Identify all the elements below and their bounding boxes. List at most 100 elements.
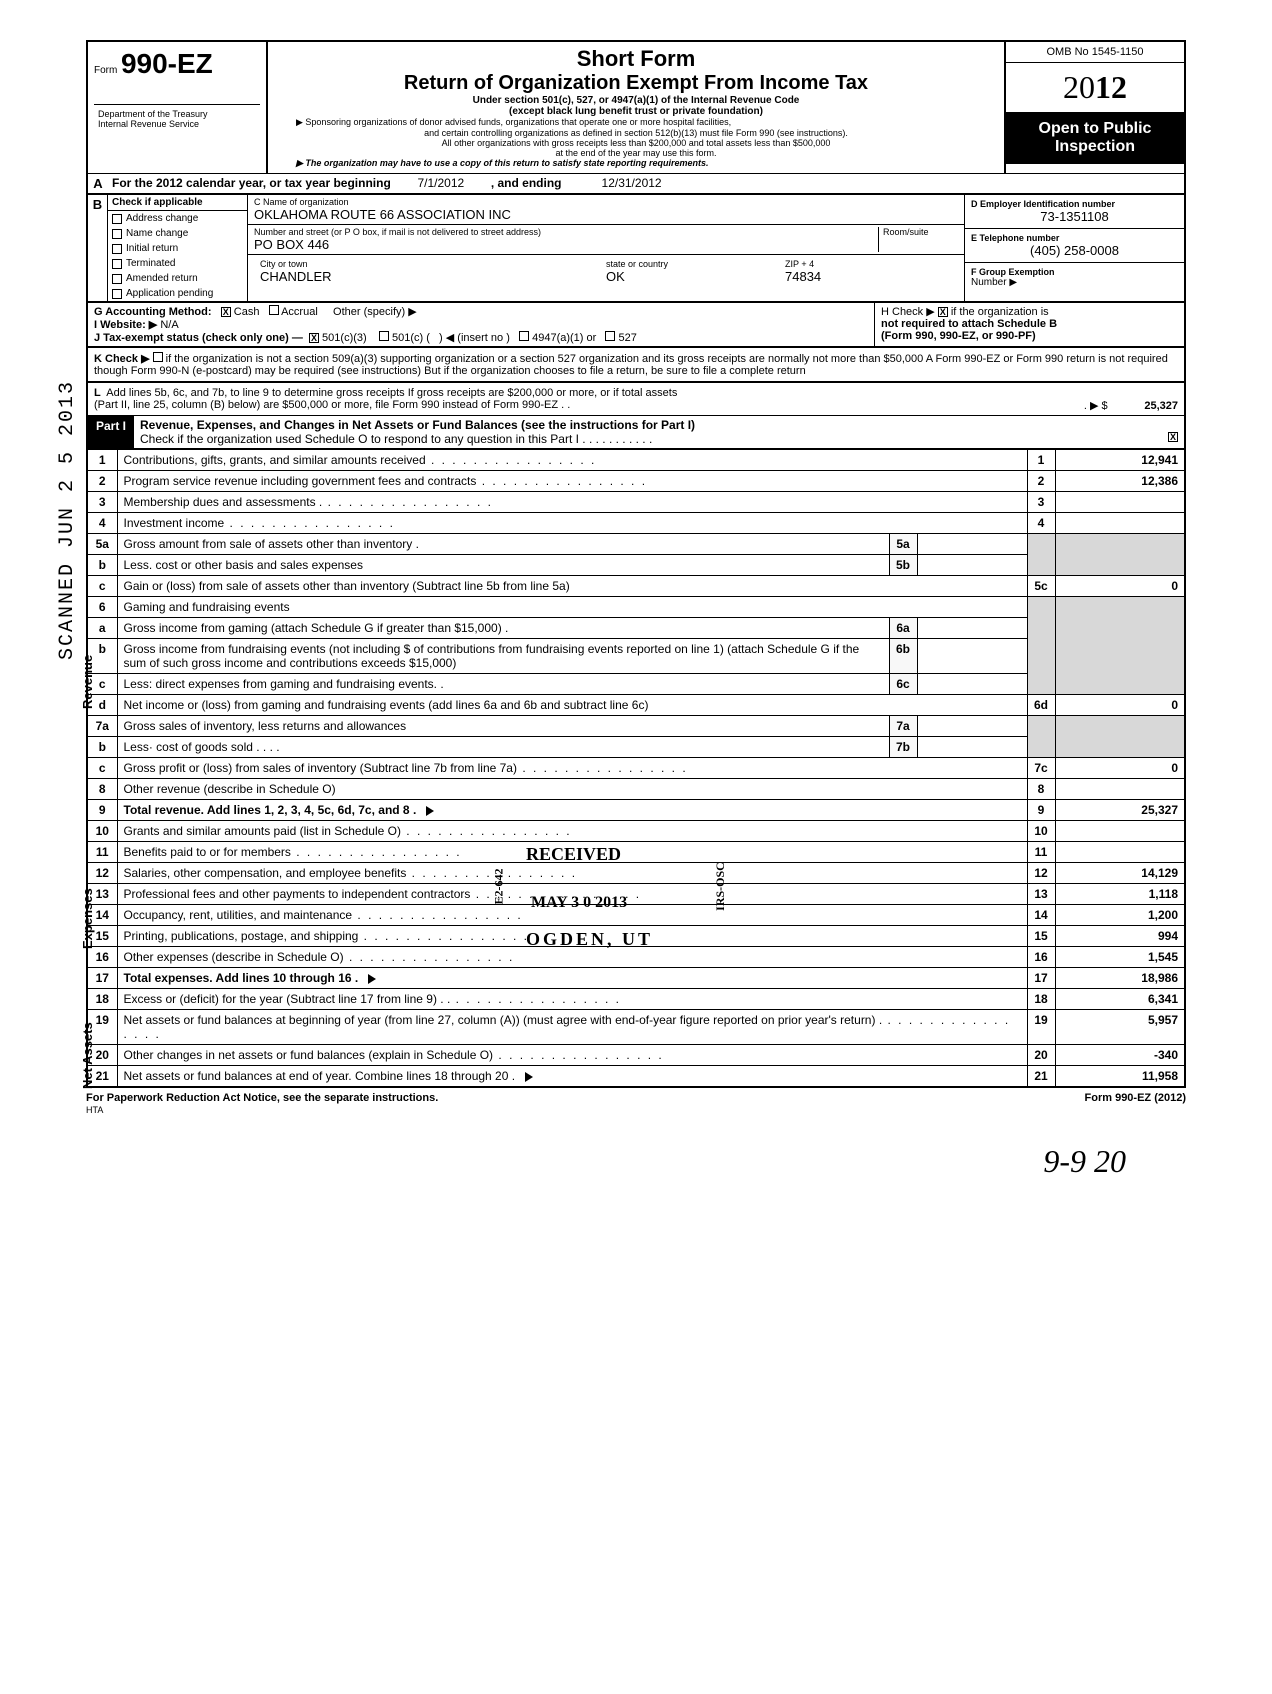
line-19: 19Net assets or fund balances at beginni… — [87, 1010, 1185, 1045]
line-2: 2Program service revenue including gover… — [87, 471, 1185, 492]
line-9: 9Total revenue. Add lines 1, 2, 3, 4, 5c… — [87, 800, 1185, 821]
box-f: F Group Exemption Number ▶ — [965, 263, 1184, 292]
check-if-applicable: Check if applicable Address change Name … — [108, 195, 248, 301]
subtitle-5: All other organizations with gross recei… — [276, 138, 996, 148]
checkbox-501c[interactable] — [379, 331, 389, 341]
handwritten-note: 9-9 20 — [1043, 1143, 1126, 1180]
ein: 73-1351108 — [971, 209, 1178, 224]
line-6b: bGross income from fundraising events (n… — [87, 639, 1185, 674]
line-17: 17Total expenses. Add lines 10 through 1… — [87, 968, 1185, 989]
line-1: 1Contributions, gifts, grants, and simil… — [87, 450, 1185, 471]
line-5a: 5aGross amount from sale of assets other… — [87, 534, 1185, 555]
line-7a: 7aGross sales of inventory, less returns… — [87, 716, 1185, 737]
short-form-title: Short Form — [276, 46, 996, 72]
checkbox-cash[interactable] — [221, 307, 231, 317]
page-footer: For Paperwork Reduction Act Notice, see … — [86, 1088, 1186, 1120]
city-state-zip-row: City or town CHANDLER state or country O… — [248, 255, 964, 288]
line-5c: cGain or (loss) from sale of assets othe… — [87, 576, 1185, 597]
department-block: Department of the Treasury Internal Reve… — [94, 104, 260, 133]
main-title: Return of Organization Exempt From Incom… — [276, 72, 996, 95]
subtitle-6: at the end of the year may use this form… — [276, 148, 996, 158]
check-address-change[interactable]: Address change — [108, 211, 247, 226]
lines-table: 1Contributions, gifts, grants, and simil… — [86, 449, 1186, 1088]
check-initial-return[interactable]: Initial return — [108, 241, 247, 256]
street-address: PO BOX 446 — [254, 237, 878, 252]
line-11: 11Benefits paid to or for members11 — [87, 842, 1185, 863]
boxes-def: D Employer Identification number 73-1351… — [964, 195, 1184, 301]
financial-table: Revenue Expenses Net Assets RECEIVED MAY… — [86, 449, 1186, 1088]
form-990ez: SCANNED JUN 2 5 2013 Form 990-EZ Departm… — [86, 40, 1186, 1120]
checkbox-icon[interactable] — [112, 244, 122, 254]
checkbox-icon[interactable] — [112, 214, 122, 224]
row-h: H Check ▶ if the organization is not req… — [874, 303, 1184, 346]
revenue-label: Revenue — [80, 655, 95, 709]
line-7b: bLess· cost of goods sold . . . .7b — [87, 737, 1185, 758]
zip: 74834 — [785, 269, 952, 284]
box-d: D Employer Identification number 73-1351… — [965, 195, 1184, 229]
arrow-icon — [525, 1072, 533, 1082]
line-4: 4Investment income4 — [87, 513, 1185, 534]
open-to-public: Open to Public Inspection — [1006, 112, 1184, 164]
row-j: J Tax-exempt status (check only one) — 5… — [94, 331, 868, 344]
header-center: Short Form Return of Organization Exempt… — [268, 42, 1004, 173]
tax-year-begin: 7/1/2012 — [417, 176, 464, 190]
dept-treasury: Department of the Treasury — [98, 109, 256, 119]
checkbox-icon[interactable] — [112, 289, 122, 299]
check-name-change[interactable]: Name change — [108, 226, 247, 241]
line-16: 16Other expenses (describe in Schedule O… — [87, 947, 1185, 968]
row-a: A For the 2012 calendar year, or tax yea… — [86, 173, 1186, 193]
part-1-title: Revenue, Expenses, and Changes in Net As… — [134, 416, 1184, 448]
subtitle-1: Under section 501(c), 527, or 4947(a)(1)… — [276, 95, 996, 106]
row-g: G Accounting Method: Cash Accrual Other … — [88, 303, 874, 346]
header-row: Form 990-EZ Department of the Treasury I… — [86, 40, 1186, 173]
line-15: 15Printing, publications, postage, and s… — [87, 926, 1185, 947]
check-terminated[interactable]: Terminated — [108, 256, 247, 271]
organization-name: OKLAHOMA ROUTE 66 ASSOCIATION INC — [254, 207, 958, 222]
checkbox-4947[interactable] — [519, 331, 529, 341]
omb-number: OMB No 1545-1150 — [1006, 42, 1184, 63]
hta: HTA — [86, 1105, 103, 1115]
check-application-pending[interactable]: Application pending — [108, 286, 247, 301]
row-k: K Check ▶ if the organization is not a s… — [86, 346, 1186, 381]
scanned-stamp: SCANNED JUN 2 5 2013 — [56, 380, 79, 660]
part-1-header: Part I Revenue, Expenses, and Changes in… — [86, 416, 1186, 449]
checkbox-501c3[interactable] — [309, 333, 319, 343]
row-g-h: G Accounting Method: Cash Accrual Other … — [86, 301, 1186, 346]
line-6c: cLess: direct expenses from gaming and f… — [87, 674, 1185, 695]
row-a-content: For the 2012 calendar year, or tax year … — [108, 174, 1184, 193]
line-7c: cGross profit or (loss) from sales of in… — [87, 758, 1185, 779]
paperwork-notice: For Paperwork Reduction Act Notice, see … — [86, 1092, 438, 1104]
box-e: E Telephone number (405) 258-0008 — [965, 229, 1184, 263]
tax-year-end: 12/31/2012 — [602, 176, 662, 190]
box-c: C Name of organization OKLAHOMA ROUTE 66… — [248, 195, 964, 301]
row-l: L Add lines 5b, 6c, and 7b, to line 9 to… — [86, 381, 1186, 416]
checkbox-527[interactable] — [605, 331, 615, 341]
telephone: (405) 258-0008 — [971, 243, 1178, 258]
checkbox-icon[interactable] — [112, 259, 122, 269]
checkbox-h[interactable] — [938, 307, 948, 317]
line-18: 18Excess or (deficit) for the year (Subt… — [87, 989, 1185, 1010]
state-reporting-note: ▶ The organization may have to use a cop… — [276, 158, 996, 169]
form-ref: Form 990-EZ (2012) — [1085, 1092, 1186, 1116]
check-header: Check if applicable — [108, 195, 247, 211]
checkbox-icon[interactable] — [112, 229, 122, 239]
checkbox-accrual[interactable] — [269, 305, 279, 315]
tax-year: 2012 — [1006, 63, 1184, 112]
checkbox-schedule-o[interactable] — [1168, 432, 1178, 442]
org-name-row: C Name of organization OKLAHOMA ROUTE 66… — [248, 195, 964, 225]
part-1-label: Part I — [88, 416, 134, 448]
label-a: A — [88, 174, 108, 193]
form-prefix: Form — [94, 65, 117, 76]
gross-receipts: 25,327 — [1144, 400, 1178, 412]
label-b: B — [88, 195, 108, 301]
section-b-through-f: B Check if applicable Address change Nam… — [86, 193, 1186, 301]
checkbox-icon[interactable] — [112, 274, 122, 284]
line-6a: aGross income from gaming (attach Schedu… — [87, 618, 1185, 639]
header-right: OMB No 1545-1150 2012 Open to Public Ins… — [1004, 42, 1184, 173]
line-21: 21Net assets or fund balances at end of … — [87, 1066, 1185, 1088]
checkbox-k[interactable] — [153, 352, 163, 362]
line-10: 10Grants and similar amounts paid (list … — [87, 821, 1185, 842]
check-amended[interactable]: Amended return — [108, 271, 247, 286]
line-13: 13Professional fees and other payments t… — [87, 884, 1185, 905]
expenses-label: Expenses — [80, 888, 95, 949]
